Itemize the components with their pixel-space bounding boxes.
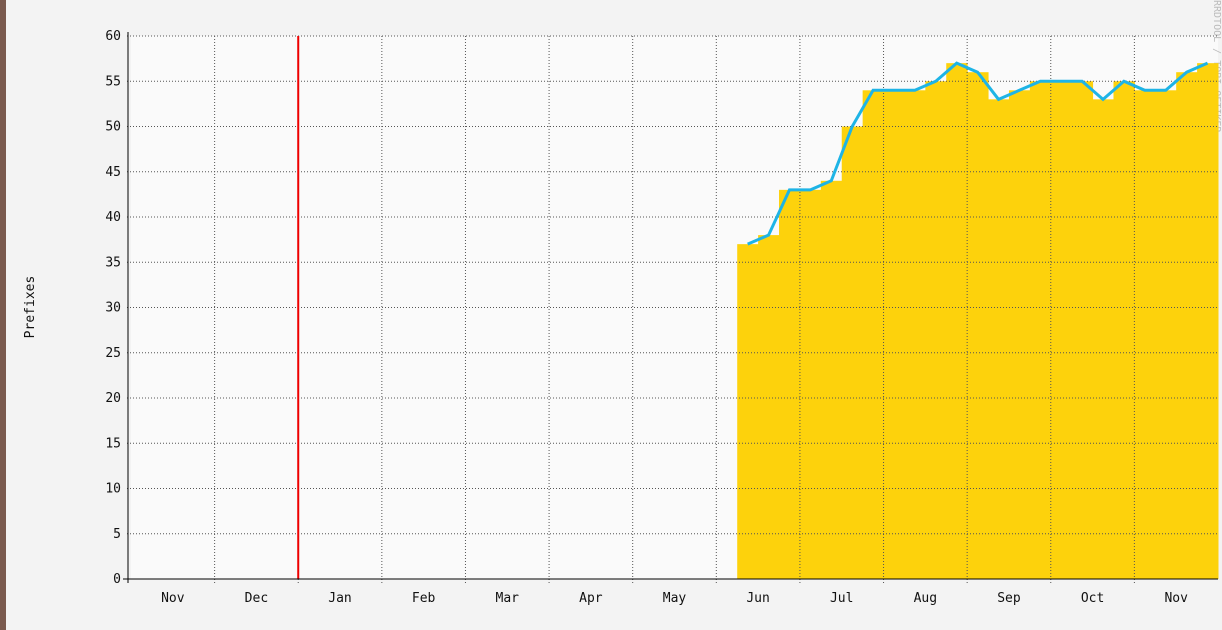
area-step <box>883 90 905 580</box>
area-step <box>1092 99 1114 579</box>
area-step <box>1197 63 1219 579</box>
y-tick-label: 55 <box>105 74 121 89</box>
y-tick-label: 30 <box>105 301 121 316</box>
area-step <box>1029 81 1052 579</box>
area-step <box>841 126 864 579</box>
y-tick-label: 60 <box>105 29 121 44</box>
y-tick-label: 40 <box>105 210 121 225</box>
x-tick-label: Nov <box>1164 591 1188 606</box>
y-tick-label: 5 <box>113 527 121 542</box>
x-tick-label: Sep <box>997 591 1021 606</box>
y-tick-label: 50 <box>105 120 121 135</box>
area-step <box>1113 81 1135 579</box>
y-tick-label: 20 <box>105 391 121 406</box>
area-step <box>758 235 780 579</box>
area-step <box>925 81 947 579</box>
x-tick-label: Jan <box>328 591 351 606</box>
x-tick-label: Oct <box>1081 591 1104 606</box>
area-step <box>988 99 1010 579</box>
y-tick-label: 0 <box>113 572 121 587</box>
y-axis-label: Prefixes <box>23 276 38 339</box>
y-tick-label: 15 <box>105 436 121 451</box>
x-tick-label: Aug <box>914 591 937 606</box>
x-tick-label: Jun <box>746 591 769 606</box>
x-tick-label: Mar <box>496 591 520 606</box>
area-step <box>1071 81 1094 579</box>
x-tick-label: May <box>663 591 687 606</box>
area-step <box>967 72 989 579</box>
area-step <box>820 180 843 580</box>
area-step <box>904 90 926 580</box>
area-step <box>1176 72 1198 579</box>
x-tick-label: Jul <box>830 591 853 606</box>
x-tick-label: Feb <box>412 591 436 606</box>
area-step <box>1134 90 1156 580</box>
x-tick-label: Dec <box>245 591 268 606</box>
series-line <box>747 61 1209 246</box>
area-step <box>1008 90 1031 580</box>
area-step <box>779 189 801 579</box>
y-tick-label: 25 <box>105 346 121 361</box>
x-tick-label: Apr <box>579 591 603 606</box>
border <box>0 0 6 630</box>
x-tick-label: Nov <box>161 591 185 606</box>
area-step <box>1050 81 1073 579</box>
y-tick-label: 10 <box>105 482 121 497</box>
area-step <box>799 189 822 579</box>
y-tick-label: 35 <box>105 255 121 270</box>
area-step <box>946 63 968 579</box>
area-step <box>862 90 885 580</box>
area-step <box>737 244 759 579</box>
area-step <box>1155 90 1177 580</box>
y-tick-label: 45 <box>105 165 121 180</box>
